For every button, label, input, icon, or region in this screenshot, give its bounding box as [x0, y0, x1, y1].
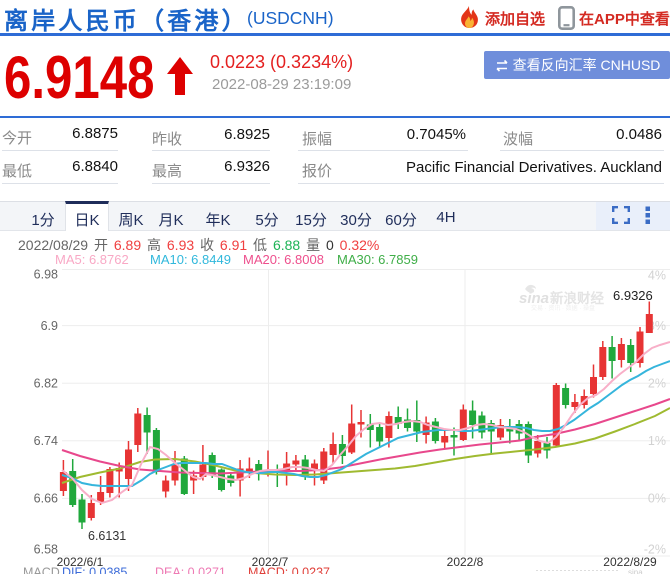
- svg-text:1%: 1%: [648, 434, 666, 448]
- svg-text:sina: sina: [519, 290, 549, 307]
- svg-text:sina: sina: [628, 568, 643, 574]
- svg-text:6.58: 6.58: [34, 542, 58, 556]
- svg-text:2%: 2%: [648, 377, 666, 391]
- svg-text:MACD: 0.0237: MACD: 0.0237: [248, 566, 330, 574]
- svg-text:-2%: -2%: [644, 542, 666, 556]
- svg-text:6.9: 6.9: [41, 319, 58, 333]
- svg-text:0%: 0%: [648, 492, 666, 506]
- svg-text:6.82: 6.82: [34, 377, 58, 391]
- svg-text:4%: 4%: [648, 268, 666, 282]
- svg-text:6.74: 6.74: [34, 434, 58, 448]
- svg-text:2022/6/1: 2022/6/1: [57, 555, 104, 569]
- svg-text:6.66: 6.66: [34, 492, 58, 506]
- svg-text:新浪财经: 新浪财经: [550, 290, 604, 306]
- svg-text:DIF: 0.0385: DIF: 0.0385: [62, 566, 127, 574]
- svg-text:交易 · 资讯 · 数据 · 操盘: 交易 · 资讯 · 数据 · 操盘: [531, 304, 595, 312]
- svg-text:2022/8/29: 2022/8/29: [603, 555, 657, 569]
- svg-text:DEA: 0.0271: DEA: 0.0271: [155, 566, 226, 574]
- svg-text:6.6131: 6.6131: [88, 529, 126, 543]
- svg-text:2022/8: 2022/8: [447, 555, 484, 569]
- svg-text:MACD: MACD: [23, 566, 60, 574]
- svg-text:6.98: 6.98: [34, 267, 58, 281]
- svg-text:2022/7: 2022/7: [252, 555, 289, 569]
- svg-text:6.9326: 6.9326: [613, 288, 653, 303]
